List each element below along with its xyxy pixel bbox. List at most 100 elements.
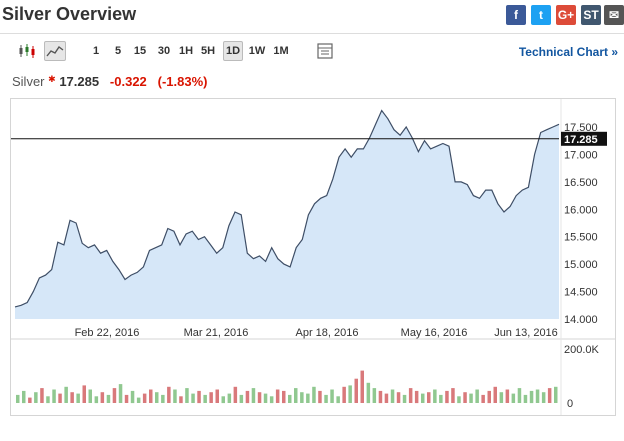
volume-bar [94, 396, 99, 404]
volume-bar [396, 392, 401, 403]
interval-button-1d[interactable]: 1D [223, 41, 243, 61]
twitter-icon[interactable]: t [531, 5, 551, 25]
volume-bar [149, 389, 153, 403]
chart-frame: Investing.com17.50017.00016.50016.00015.… [10, 98, 616, 416]
volume-bar [100, 392, 105, 403]
volume-bar [554, 386, 558, 403]
realtime-star-icon: ✱ [48, 74, 56, 84]
volume-bar [366, 382, 371, 404]
volume-bar [318, 390, 322, 404]
area-chart-icon[interactable] [44, 41, 66, 61]
volume-bar [197, 390, 201, 404]
y-tick-label: 14.500 [564, 287, 598, 299]
volume-bar [191, 393, 195, 403]
volume-bar [493, 386, 497, 403]
interval-button-1h[interactable]: 1H [178, 45, 194, 57]
price-area [15, 110, 559, 319]
volume-bar [58, 393, 62, 403]
interval-button-15[interactable]: 15 [133, 45, 147, 57]
x-tick-label: Mar 21, 2016 [184, 327, 249, 339]
volume-bar [390, 389, 395, 403]
volume-bar [547, 388, 552, 403]
volume-bar [306, 393, 310, 403]
volume-bar [40, 388, 44, 403]
volume-bar [529, 390, 534, 404]
volume-bar [336, 396, 340, 404]
volume-bar [354, 378, 358, 403]
interval-button-1[interactable]: 1 [92, 45, 100, 57]
price-chart[interactable]: Investing.com17.50017.00016.50016.00015.… [11, 99, 615, 415]
volume-bar [118, 384, 123, 403]
volume-bar [312, 386, 316, 403]
volume-bar [300, 392, 304, 403]
volume-bar [427, 392, 431, 403]
google-plus-icon[interactable]: G+ [556, 5, 576, 25]
volume-bar [282, 390, 286, 404]
volume-bar [384, 393, 389, 403]
volume-bar [130, 390, 135, 404]
volume-bar [414, 390, 419, 404]
volume-bar [330, 389, 334, 403]
y-tick-label: 15.500 [564, 232, 598, 244]
volume-bar [239, 394, 244, 403]
volume-bar [402, 394, 407, 403]
y-tick-label: 17.000 [564, 149, 598, 161]
volume-bar [22, 390, 26, 404]
volume-bar [161, 394, 165, 403]
volume-bar [372, 388, 377, 403]
volume-bar [433, 389, 437, 403]
volume-bar [106, 394, 111, 403]
volume-bar [136, 397, 141, 403]
last-price-box [561, 131, 607, 146]
volume-bar [64, 386, 68, 403]
volume-bar [82, 385, 86, 403]
volume-bar [294, 388, 298, 403]
volume-bar [463, 392, 467, 403]
volume-bar [269, 396, 274, 404]
facebook-icon[interactable]: f [506, 5, 526, 25]
email-icon[interactable]: ✉ [604, 5, 624, 25]
interval-button-1w[interactable]: 1W [248, 45, 266, 57]
volume-bar [185, 388, 189, 403]
interval-button-30[interactable]: 30 [157, 45, 171, 57]
volume-bar [541, 392, 546, 403]
interval-button-1m[interactable]: 1M [273, 45, 289, 57]
volume-bar [112, 388, 117, 403]
interval-button-5h[interactable]: 5H [200, 45, 216, 57]
candlestick-chart-icon[interactable] [16, 41, 38, 61]
last-price-label: 17.285 [564, 134, 598, 146]
page-title: Silver Overview [2, 4, 137, 24]
volume-bar [52, 389, 56, 403]
volume-bar [348, 385, 352, 403]
volume-bar [167, 386, 171, 403]
x-tick-label: May 16, 2016 [401, 327, 468, 339]
volume-bar [245, 390, 250, 404]
volume-bar [227, 393, 232, 403]
volume-bar [517, 388, 522, 403]
volume-bar [263, 393, 268, 403]
interval-button-5[interactable]: 5 [114, 45, 122, 57]
volume-bar [481, 394, 485, 403]
volume-tick-label: 0 [567, 398, 573, 410]
y-tick-label: 14.000 [564, 314, 598, 326]
price-change-percent: (-1.83%) [157, 74, 208, 89]
volume-bar [209, 392, 213, 403]
volume-bar [505, 389, 510, 403]
volume-bar [499, 392, 504, 403]
volume-bar [439, 394, 443, 403]
volume-bar [457, 396, 461, 404]
volume-bar [155, 392, 159, 403]
volume-bar [251, 388, 256, 403]
instrument-name: Silver [12, 74, 45, 89]
volume-bar [445, 390, 449, 404]
volume-bar [215, 389, 219, 403]
quote-line: Silver ✱ 17.285 -0.322 (-1.83%) [12, 74, 208, 89]
volume-bar [342, 386, 346, 403]
stocktwits-icon[interactable]: ST [581, 5, 601, 25]
price-change: -0.322 [109, 74, 147, 89]
technical-chart-link[interactable]: Technical Chart » [518, 45, 618, 59]
volume-bar [16, 394, 20, 403]
table-view-icon[interactable] [314, 41, 336, 61]
y-tick-label: 16.000 [564, 204, 598, 216]
volume-bar [257, 392, 262, 403]
